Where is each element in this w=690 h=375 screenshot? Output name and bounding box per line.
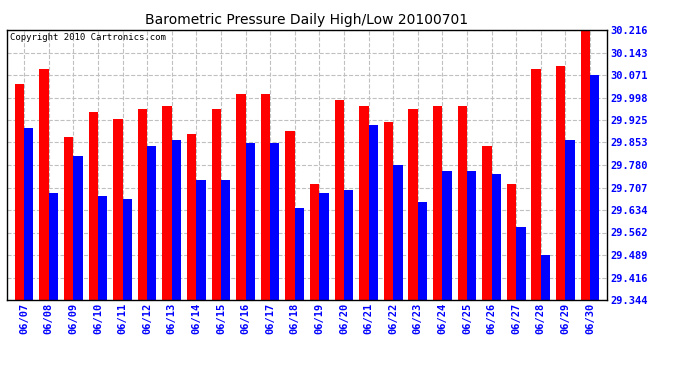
Bar [541,255,550,300]
Bar [295,209,304,300]
Bar [467,171,476,300]
Bar [556,66,565,300]
Bar [14,84,24,300]
Bar [221,180,230,300]
Bar [565,140,575,300]
Bar [516,227,526,300]
Bar [457,106,467,300]
Bar [270,143,279,300]
Bar [147,146,157,300]
Bar [212,109,221,300]
Bar [113,118,123,300]
Bar [64,137,73,300]
Bar [73,156,83,300]
Bar [39,69,49,300]
Bar [491,174,501,300]
Bar [286,131,295,300]
Bar [368,125,378,300]
Bar [88,112,98,300]
Bar [393,165,402,300]
Bar [580,30,590,300]
Bar [246,143,255,300]
Bar [433,106,442,300]
Bar [531,69,541,300]
Title: Barometric Pressure Daily High/Low 20100701: Barometric Pressure Daily High/Low 20100… [146,13,469,27]
Bar [417,202,427,300]
Bar [236,94,246,300]
Bar [310,184,319,300]
Bar [98,196,107,300]
Bar [507,184,516,300]
Bar [344,190,353,300]
Bar [590,75,600,300]
Bar [482,146,491,300]
Bar [442,171,452,300]
Bar [319,193,328,300]
Bar [123,199,132,300]
Bar [172,140,181,300]
Bar [187,134,197,300]
Bar [335,100,344,300]
Bar [384,122,393,300]
Bar [24,128,34,300]
Bar [138,109,147,300]
Bar [162,106,172,300]
Text: Copyright 2010 Cartronics.com: Copyright 2010 Cartronics.com [10,33,166,42]
Bar [49,193,58,300]
Bar [359,106,368,300]
Bar [197,180,206,300]
Bar [261,94,270,300]
Bar [408,109,417,300]
